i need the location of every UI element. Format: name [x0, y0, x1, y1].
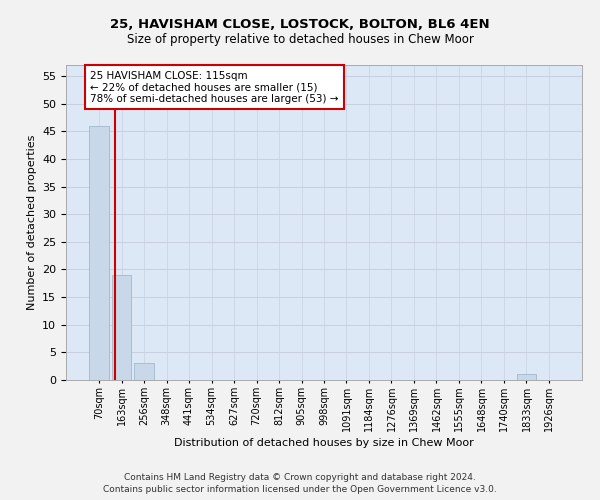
Text: Contains public sector information licensed under the Open Government Licence v3: Contains public sector information licen…: [103, 485, 497, 494]
Text: Size of property relative to detached houses in Chew Moor: Size of property relative to detached ho…: [127, 32, 473, 46]
Y-axis label: Number of detached properties: Number of detached properties: [26, 135, 37, 310]
Text: 25, HAVISHAM CLOSE, LOSTOCK, BOLTON, BL6 4EN: 25, HAVISHAM CLOSE, LOSTOCK, BOLTON, BL6…: [110, 18, 490, 30]
X-axis label: Distribution of detached houses by size in Chew Moor: Distribution of detached houses by size …: [174, 438, 474, 448]
Bar: [112, 275, 131, 380]
Bar: [89, 126, 109, 380]
Bar: [517, 374, 536, 380]
Bar: [134, 364, 154, 380]
Text: 25 HAVISHAM CLOSE: 115sqm
← 22% of detached houses are smaller (15)
78% of semi-: 25 HAVISHAM CLOSE: 115sqm ← 22% of detac…: [90, 70, 338, 104]
Text: Contains HM Land Registry data © Crown copyright and database right 2024.: Contains HM Land Registry data © Crown c…: [124, 472, 476, 482]
